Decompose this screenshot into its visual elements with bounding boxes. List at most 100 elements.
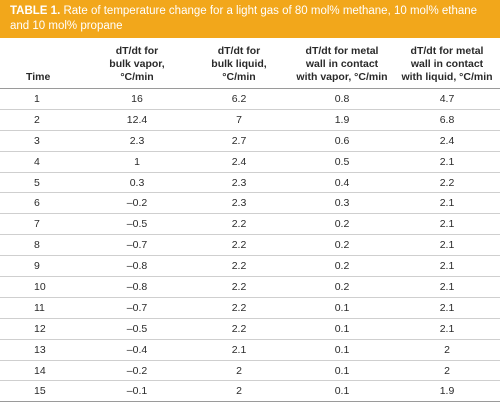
table-title-label: TABLE 1. [10, 5, 61, 17]
header-bulk-liquid: dT/dt for bulk liquid, °C/min [211, 45, 267, 83]
wall-vapor-cell: 0.2 [334, 260, 350, 273]
bulk-vapor-cell: 12.4 [126, 113, 148, 126]
wall-liquid-cell: 2.1 [439, 280, 455, 293]
wall-liquid-cell: 2 [444, 343, 450, 356]
time-cell: 8 [34, 239, 40, 252]
header-bulk-vapor: dT/dt for bulk vapor, °C/min [109, 45, 165, 83]
wall-liquid-cell: 2.1 [439, 197, 455, 210]
bulk-vapor-cell: –0.4 [126, 343, 148, 356]
wall-liquid-cell: 2.4 [439, 134, 455, 147]
table-row: 15 –0.1 2 0.1 1.9 [0, 381, 500, 403]
bulk-vapor-cell: 16 [131, 92, 143, 105]
table-row: 4 1 2.4 0.5 2.1 [0, 152, 500, 173]
wall-vapor-cell: 0.2 [334, 280, 350, 293]
bulk-liquid-cell: 2.7 [231, 134, 247, 147]
table-row: 3 2.3 2.7 0.6 2.4 [0, 131, 500, 152]
table-row: 2 12.4 7 1.9 6.8 [0, 110, 500, 131]
wall-liquid-cell: 6.8 [439, 113, 455, 126]
wall-liquid-cell: 2.1 [439, 218, 455, 231]
wall-liquid-cell: 2.1 [439, 301, 455, 314]
time-cell: 2 [34, 113, 40, 126]
table-title: TABLE 1. Rate of temperature change for … [0, 0, 500, 38]
bulk-liquid-cell: 2 [236, 385, 242, 398]
wall-vapor-cell: 0.5 [334, 155, 350, 168]
bulk-liquid-cell: 2.1 [231, 343, 247, 356]
bulk-vapor-cell: –0.1 [126, 385, 148, 398]
table-row: 7 –0.5 2.2 0.2 2.1 [0, 214, 500, 236]
bulk-liquid-cell: 2.2 [231, 322, 247, 335]
wall-liquid-cell: 2.2 [439, 176, 455, 189]
wall-liquid-cell: 2.1 [439, 322, 455, 335]
wall-vapor-cell: 0.8 [334, 92, 350, 105]
wall-vapor-cell: 0.1 [334, 301, 350, 314]
table-row: 8 –0.7 2.2 0.2 2.1 [0, 235, 500, 257]
header-wall-vapor: dT/dt for metal wall in contact with vap… [296, 45, 388, 83]
table-row: 5 0.3 2.3 0.4 2.2 [0, 173, 500, 194]
wall-vapor-cell: 0.4 [334, 176, 350, 189]
table-title-text: Rate of temperature change for a light g… [10, 5, 478, 32]
time-cell: 10 [34, 280, 46, 293]
time-cell: 7 [34, 218, 40, 231]
table-row: 9 –0.8 2.2 0.2 2.1 [0, 256, 500, 278]
table-header-row: Time dT/dt for bulk vapor, °C/min dT/dt … [0, 38, 500, 89]
wall-liquid-cell: 4.7 [439, 92, 455, 105]
bulk-liquid-cell: 2.2 [231, 260, 247, 273]
table-body: 1 16 6.2 0.8 4.7 2 12.4 7 1.9 6.8 3 2.3 2.7 0.6 2.4 4 1 2… [0, 89, 500, 403]
wall-vapor-cell: 0.1 [334, 343, 350, 356]
bulk-vapor-cell: –0.7 [126, 239, 148, 252]
table-row: 11 –0.7 2.2 0.1 2.1 [0, 298, 500, 319]
table-row: 6 –0.2 2.3 0.3 2.1 [0, 193, 500, 215]
time-cell: 1 [34, 92, 40, 105]
table-row: 13 –0.4 2.1 0.1 2 [0, 340, 500, 361]
wall-vapor-cell: 0.2 [334, 239, 350, 252]
time-cell: 15 [34, 385, 46, 398]
bulk-vapor-cell: –0.8 [126, 280, 148, 293]
header-time: Time [26, 71, 51, 83]
wall-vapor-cell: 0.1 [334, 322, 350, 335]
wall-vapor-cell: 0.3 [334, 197, 350, 210]
time-cell: 5 [34, 176, 40, 189]
time-cell: 3 [34, 134, 40, 147]
wall-vapor-cell: 0.2 [334, 218, 350, 231]
wall-liquid-cell: 2.1 [439, 155, 455, 168]
bulk-liquid-cell: 2.2 [231, 218, 247, 231]
bulk-vapor-cell: –0.8 [126, 260, 148, 273]
wall-liquid-cell: 1.9 [439, 385, 455, 398]
bulk-vapor-cell: –0.7 [126, 301, 148, 314]
table-row: 1 16 6.2 0.8 4.7 [0, 89, 500, 110]
bulk-liquid-cell: 2.3 [231, 197, 247, 210]
bulk-liquid-cell: 2.3 [231, 176, 247, 189]
time-cell: 14 [34, 364, 46, 377]
bulk-liquid-cell: 6.2 [231, 92, 247, 105]
time-cell: 6 [34, 197, 40, 210]
time-cell: 12 [34, 322, 46, 335]
table-row: 14 –0.2 2 0.1 2 [0, 361, 500, 382]
time-cell: 13 [34, 343, 46, 356]
wall-vapor-cell: 0.6 [334, 134, 350, 147]
time-cell: 9 [34, 260, 40, 273]
wall-vapor-cell: 0.1 [334, 364, 350, 377]
wall-liquid-cell: 2.1 [439, 260, 455, 273]
bulk-vapor-cell: –0.5 [126, 322, 148, 335]
time-cell: 11 [34, 301, 45, 314]
bulk-liquid-cell: 2.2 [231, 280, 247, 293]
bulk-vapor-cell: –0.5 [126, 218, 148, 231]
bulk-liquid-cell: 7 [236, 113, 242, 126]
bulk-liquid-cell: 2.2 [231, 239, 247, 252]
bulk-vapor-cell: –0.2 [126, 364, 148, 377]
wall-vapor-cell: 1.9 [334, 113, 350, 126]
table-row: 10 –0.8 2.2 0.2 2.1 [0, 277, 500, 298]
table-row: 12 –0.5 2.2 0.1 2.1 [0, 319, 500, 340]
bulk-liquid-cell: 2.4 [231, 155, 247, 168]
bulk-vapor-cell: –0.2 [126, 197, 148, 210]
wall-liquid-cell: 2 [444, 364, 450, 377]
bulk-vapor-cell: 0.3 [129, 176, 145, 189]
bulk-vapor-cell: 1 [134, 155, 140, 168]
wall-vapor-cell: 0.1 [334, 385, 350, 398]
bulk-vapor-cell: 2.3 [129, 134, 145, 147]
header-wall-liquid: dT/dt for metal wall in contact with liq… [401, 45, 493, 83]
wall-liquid-cell: 2.1 [439, 239, 455, 252]
time-cell: 4 [34, 155, 40, 168]
bulk-liquid-cell: 2 [236, 364, 242, 377]
